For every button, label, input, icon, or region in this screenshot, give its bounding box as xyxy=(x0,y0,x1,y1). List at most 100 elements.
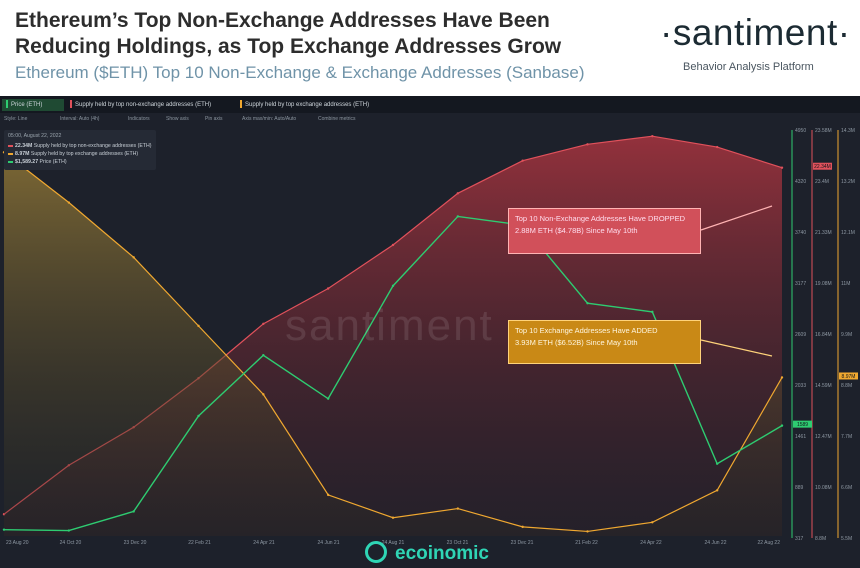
tab-exchange[interactable]: Supply held by top exchange addresses (E… xyxy=(236,99,369,111)
tooltip-price-value: $1,589.27 xyxy=(15,159,39,165)
exchange-tick-label: 9.9M xyxy=(841,332,852,338)
annotation-nonexchange-title: Top 10 Non-Exchange Addresses Have DROPP… xyxy=(515,214,686,223)
x-tick-label: 23 Aug 20 xyxy=(6,540,29,546)
metric-tabs: Price (ETH) Supply held by top non-excha… xyxy=(0,96,860,113)
style-selector[interactable]: Style: Line xyxy=(4,116,28,122)
point-exchange-1 xyxy=(67,201,71,204)
annotation-exchange-title: Top 10 Exchange Addresses Have ADDED xyxy=(515,326,658,335)
point-nonexchange-12 xyxy=(780,166,784,169)
tooltip-nonexchange-label: Supply held by top non-exchange addresse… xyxy=(33,143,152,149)
price-tick-label: 317 xyxy=(795,536,804,542)
combine-metrics-button[interactable]: Combine metrics xyxy=(318,116,356,122)
exchange-tick-label: 5.5M xyxy=(841,536,852,542)
tooltip-nonexchange-value: 22.34M xyxy=(15,143,33,149)
chart-toolbar: Style: Line Interval: Auto (4h) Indicato… xyxy=(0,114,500,124)
price-tick-label: 4320 xyxy=(795,179,806,185)
nonexchange-tick-label: 21.33M xyxy=(815,230,832,236)
point-price-0 xyxy=(2,528,6,531)
brand-logo: ·santiment· xyxy=(660,12,851,53)
price-tick-label: 4950 xyxy=(795,128,806,134)
exchange-current-badge-bg xyxy=(839,372,858,380)
tooltip-date: 05:00, August 22, 2022 xyxy=(8,133,62,139)
nonexchange-tick-label: 12.47M xyxy=(815,434,832,440)
price-tick-label: 3740 xyxy=(795,230,806,236)
tooltip-exchange-value: 8.97M xyxy=(15,151,30,157)
point-exchange-8 xyxy=(521,525,524,529)
price-tick-label: 3177 xyxy=(795,281,806,287)
price-current-badge: 1589 xyxy=(797,422,808,428)
point-exchange-7 xyxy=(456,507,460,510)
page-subtitle: Ethereum ($ETH) Top 10 Non-Exchange & Ex… xyxy=(15,63,585,82)
price-dot xyxy=(8,160,13,163)
price-tick-label: 1461 xyxy=(795,434,806,440)
tooltip-exchange-label: Supply held by top exchange addresses (E… xyxy=(30,151,139,157)
x-tick-label: 24 Apr 21 xyxy=(253,540,275,546)
exchange-dot xyxy=(8,152,13,155)
point-nonexchange-4 xyxy=(262,322,265,326)
annotation-nonexchange-detail: 2.88M ETH ($4.78B) Since May 10th xyxy=(515,226,638,235)
point-exchange-3 xyxy=(197,324,200,328)
point-nonexchange-5 xyxy=(326,287,330,290)
annotation-exchange-detail: 3.93M ETH ($6.52B) Since May 10th xyxy=(515,338,638,347)
nonexchange-tick-label: 14.59M xyxy=(815,383,832,389)
point-exchange-9 xyxy=(586,530,589,533)
indicators-button[interactable]: Indicators xyxy=(128,116,150,122)
point-price-9 xyxy=(586,301,589,305)
x-tick-label: 24 Aug 21 xyxy=(382,540,405,546)
point-price-6 xyxy=(391,284,395,288)
page-title: Ethereum’s Top Non-Exchange Addresses Ha… xyxy=(15,9,562,58)
tab-nonexchange-label: Supply held by top non-exchange addresse… xyxy=(75,102,212,108)
price-tick-label: 2609 xyxy=(795,332,806,338)
exchange-tick-label: 13.2M xyxy=(841,179,855,185)
exchange-tick-label: 12.1M xyxy=(841,230,855,236)
x-tick-label: 23 Dec 20 xyxy=(124,540,147,546)
brand-tagline: Behavior Analysis Platform xyxy=(683,61,814,73)
point-exchange-5 xyxy=(326,493,330,497)
chart-panel: 4950 4320 3740 3177 2609 2033 1461 889 317 23.58M… xyxy=(0,96,860,568)
point-exchange-11 xyxy=(715,489,719,492)
nonexchange-current-badge: 22.34M xyxy=(814,164,831,170)
exchange-tick-label: 7.7M xyxy=(841,434,852,440)
price-tick-label: 889 xyxy=(795,485,804,491)
x-tick-label: 22 Feb 21 xyxy=(188,540,211,546)
point-exchange-6 xyxy=(391,516,395,519)
tab-nonexchange[interactable]: Supply held by top non-exchange addresse… xyxy=(66,99,211,111)
point-price-1 xyxy=(67,529,71,532)
ecoinomic-text: ecoinomic xyxy=(395,543,489,564)
annotation-exchange: Top 10 Exchange Addresses Have ADDED 3.9… xyxy=(508,320,701,364)
chart-tooltip: 05:00, August 22, 2022 22.34M Supply hel… xyxy=(4,130,156,170)
point-exchange-4 xyxy=(262,393,265,396)
point-price-5 xyxy=(326,397,330,400)
tab-price[interactable]: Price (ETH) xyxy=(2,99,64,111)
nonexchange-tick-label: 23.4M xyxy=(815,179,829,185)
exchange-tick-label: 11M xyxy=(841,281,850,287)
nonexchange-current-badge-bg xyxy=(813,162,832,170)
ecoinomic-icon xyxy=(365,541,387,563)
x-tick-label: 21 Feb 22 xyxy=(575,540,598,546)
tooltip-item-nonexchange: 22.34M Supply held by top non-exchange a… xyxy=(8,143,151,149)
annotation-nonexchange: Top 10 Non-Exchange Addresses Have DROPP… xyxy=(508,208,701,254)
point-price-2 xyxy=(132,510,135,513)
x-tick-label: 23 Dec 21 xyxy=(511,540,534,546)
price-tick-label: 2033 xyxy=(795,383,806,389)
nonexchange-swatch xyxy=(70,100,72,109)
point-nonexchange-6 xyxy=(391,243,395,247)
point-exchange-2 xyxy=(132,256,135,259)
nonexchange-tick-label: 10.08M xyxy=(815,485,832,491)
point-price-12 xyxy=(780,424,784,427)
tab-price-label: Price (ETH) xyxy=(11,102,43,108)
nonexchange-tick-label: 8.8M xyxy=(815,536,826,542)
show-axis-toggle[interactable]: Show axis xyxy=(166,116,189,122)
axis-range-selector[interactable]: Axis max/min: Auto/Auto xyxy=(242,116,297,122)
santiment-watermark: santiment xyxy=(285,301,494,350)
exchange-swatch xyxy=(240,100,242,109)
x-tick-label: 22 Aug 22 xyxy=(757,540,780,546)
nonexchange-tick-label: 23.58M xyxy=(815,128,832,134)
x-tick-label: 24 Apr 22 xyxy=(640,540,662,546)
nonexchange-dot xyxy=(8,144,13,147)
interval-selector[interactable]: Interval: Auto (4h) xyxy=(60,116,100,122)
ecoinomic-logo: ecoinomic xyxy=(365,540,505,566)
pin-axis-toggle[interactable]: Pin axis xyxy=(205,116,223,122)
exchange-current-badge: 8.97M xyxy=(842,374,856,380)
nonexchange-tick-label: 19.08M xyxy=(815,281,832,287)
